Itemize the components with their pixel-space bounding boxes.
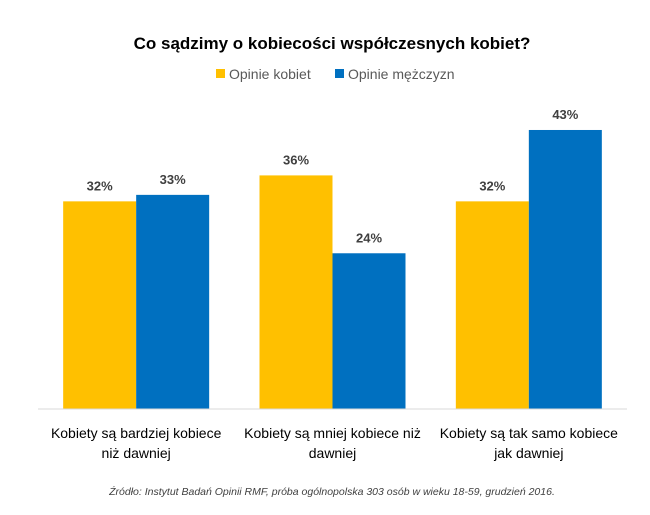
category-label-3: Kobiety są tak samo kobiece [440, 425, 618, 441]
source-note: Źródło: Instytut Badań Opinii RMF, próba… [108, 485, 555, 498]
category-label-2: dawniej [309, 445, 356, 461]
chart-title: Co sądzimy o kobiecości współczesnych ko… [134, 34, 531, 53]
data-label-1-1: 32% [87, 178, 113, 193]
legend-swatch-2 [335, 69, 344, 78]
data-label-2-3: 43% [552, 107, 578, 122]
category-label-1: Kobiety są bardziej kobiece [51, 425, 222, 441]
bar-1-3 [455, 201, 529, 409]
category-labels: Kobiety są bardziej kobiece niż dawniej Ko… [51, 425, 618, 461]
legend-swatch-1 [216, 69, 225, 78]
data-label-2-2: 24% [356, 230, 382, 245]
bar-1-1 [63, 201, 137, 409]
bar-2-2 [332, 253, 406, 409]
legend-label-1: Opinie kobiet [229, 66, 311, 82]
data-label-2-1: 33% [160, 172, 186, 187]
bars: 32% 33% 36% 24% 32% 43% [63, 107, 602, 409]
data-label-1-3: 32% [479, 178, 505, 193]
bar-1-2 [259, 175, 333, 409]
legend: Opinie kobiet Opinie mężczyzn [216, 66, 455, 82]
category-label-2: Kobiety są mniej kobiece niż [244, 425, 421, 441]
category-label-3: jak dawniej [493, 445, 563, 461]
category-label-1: niż dawniej [102, 445, 171, 461]
bar-2-3 [528, 129, 602, 409]
bar-2-1 [136, 194, 210, 409]
data-label-1-2: 36% [283, 152, 309, 167]
legend-label-2: Opinie mężczyzn [348, 66, 455, 82]
